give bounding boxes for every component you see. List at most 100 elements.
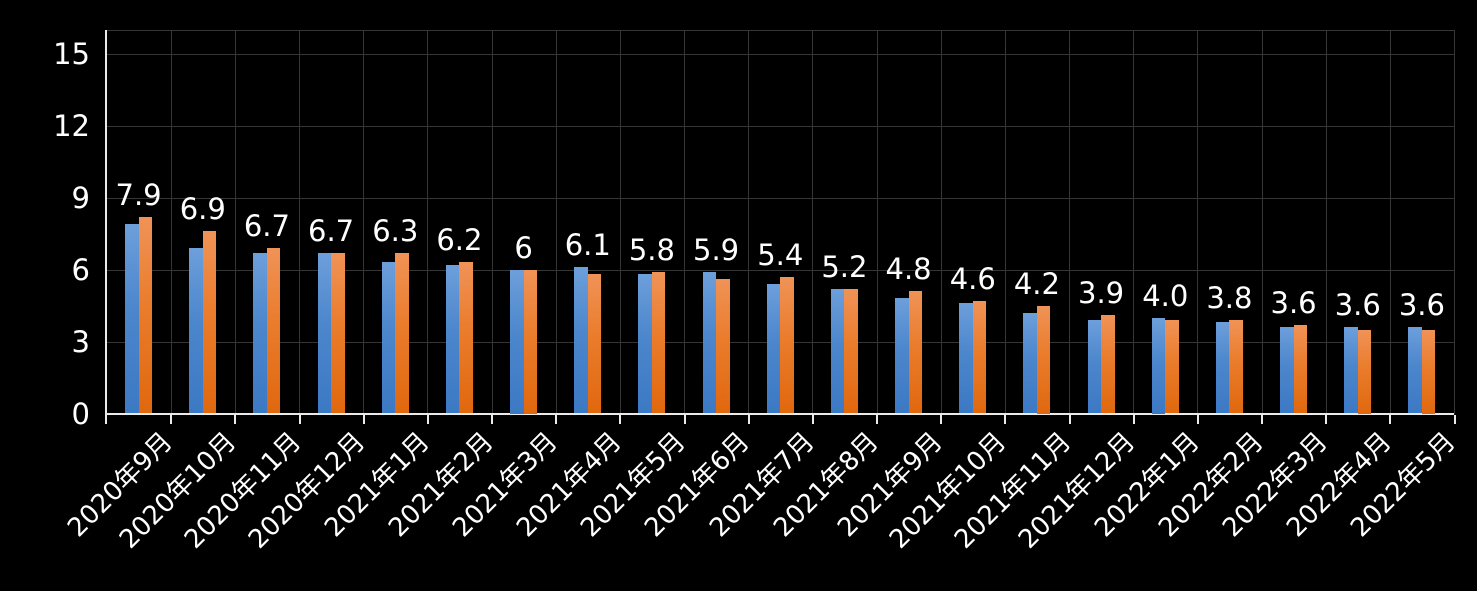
bar-series1	[1280, 327, 1294, 414]
gridline-vertical	[491, 30, 493, 414]
bar-series1	[895, 298, 909, 414]
bar-series2	[844, 288, 858, 414]
bar-series2	[1229, 320, 1243, 414]
bar-series2	[780, 276, 794, 414]
data-label: 5.9	[693, 233, 740, 268]
gridline-vertical	[940, 30, 942, 414]
bar-series1	[381, 262, 396, 414]
bar-series1	[574, 267, 588, 414]
gridline-vertical	[1261, 30, 1263, 414]
bar-series1	[445, 264, 460, 414]
gridline-vertical	[1004, 30, 1006, 414]
x-axis-tick	[1132, 415, 1135, 424]
gridline-vertical	[1389, 30, 1391, 414]
data-label: 4.2	[1013, 266, 1060, 301]
bar-series1	[1023, 312, 1037, 414]
data-label: 4.0	[1142, 278, 1189, 313]
bar-series2	[587, 274, 602, 414]
x-axis-line	[105, 413, 1454, 415]
bar-series2	[523, 269, 538, 414]
bar-series2	[1357, 329, 1372, 414]
bar-series1	[638, 274, 652, 414]
data-label: 6.7	[308, 213, 355, 248]
gridline-horizontal	[106, 125, 1454, 127]
data-label: 6.3	[372, 213, 419, 248]
data-label: 3.9	[1078, 276, 1125, 311]
gridline-vertical	[1069, 30, 1070, 414]
x-axis-tick	[683, 415, 686, 424]
bar-series2	[1036, 305, 1051, 414]
y-axis-label: 12	[53, 108, 90, 143]
y-axis-label: 15	[53, 36, 90, 71]
gridline-vertical	[234, 30, 236, 414]
y-axis-line	[105, 30, 107, 414]
gridline-horizontal	[106, 269, 1454, 271]
plot-top-border	[106, 30, 1454, 31]
gridline-vertical	[812, 30, 814, 414]
x-axis-tick	[555, 415, 558, 424]
bar-series2	[908, 291, 923, 414]
x-axis-tick	[811, 415, 814, 424]
bar-series1	[830, 288, 845, 414]
y-axis-label: 6	[71, 252, 90, 287]
gridline-vertical	[619, 30, 621, 414]
bar-series2	[202, 231, 217, 414]
data-label: 5.2	[821, 249, 868, 284]
bar-series2	[1165, 320, 1179, 414]
bar-series1	[766, 284, 781, 414]
data-label: 6.7	[243, 209, 290, 244]
gridline-vertical	[1325, 30, 1327, 414]
data-label: 3.6	[1334, 288, 1381, 323]
bar-series1	[253, 252, 267, 414]
gridline-vertical	[427, 30, 429, 414]
bar-series2	[972, 300, 987, 414]
x-axis-tick	[426, 415, 429, 424]
gridline-vertical	[170, 30, 172, 414]
gridline-vertical	[1133, 30, 1135, 414]
bar-series1	[702, 272, 717, 414]
data-label: 3.8	[1206, 281, 1253, 316]
gridline-vertical	[1197, 30, 1199, 414]
bar-series1	[959, 303, 973, 414]
data-label: 7.9	[115, 177, 162, 212]
bar-series1	[317, 252, 332, 414]
x-axis-tick	[1453, 415, 1456, 424]
y-axis-label: 3	[71, 324, 90, 359]
bar-series2	[1293, 324, 1308, 414]
x-axis-tick	[1196, 415, 1199, 424]
x-axis-tick	[105, 415, 107, 424]
x-axis-tick	[940, 415, 943, 424]
gridline-vertical	[684, 30, 685, 414]
bar-series1	[125, 224, 139, 414]
data-label: 6.9	[179, 192, 226, 227]
bar-series1	[1344, 327, 1358, 414]
data-label: 3.6	[1270, 285, 1317, 320]
x-axis-tick	[170, 415, 173, 424]
bar-series2	[1421, 329, 1436, 414]
gridline-vertical	[748, 30, 750, 414]
bar-series2	[716, 279, 730, 414]
x-axis-tick	[1261, 415, 1263, 424]
data-label: 3.6	[1398, 288, 1445, 323]
gridline-vertical	[1454, 30, 1455, 414]
x-axis-tick	[876, 415, 878, 424]
y-axis-label: 9	[71, 180, 90, 215]
bar-series1	[1408, 327, 1422, 414]
gridline-vertical	[299, 30, 300, 414]
data-label: 6.1	[564, 228, 611, 263]
x-axis-tick	[1325, 415, 1328, 424]
data-label: 5.8	[628, 233, 675, 268]
data-label: 4.6	[949, 261, 996, 296]
bar-series2	[266, 248, 281, 414]
bar-series2	[651, 272, 666, 414]
x-axis-tick	[1004, 415, 1007, 424]
bar-series1	[1151, 317, 1166, 414]
x-axis-tick	[234, 415, 237, 424]
y-axis-label: 0	[71, 396, 90, 431]
data-label: 6.2	[436, 223, 483, 258]
data-label: 4.8	[885, 252, 932, 287]
x-axis-tick	[619, 415, 622, 424]
bar-series1	[189, 248, 203, 414]
bar-series2	[1101, 315, 1115, 414]
